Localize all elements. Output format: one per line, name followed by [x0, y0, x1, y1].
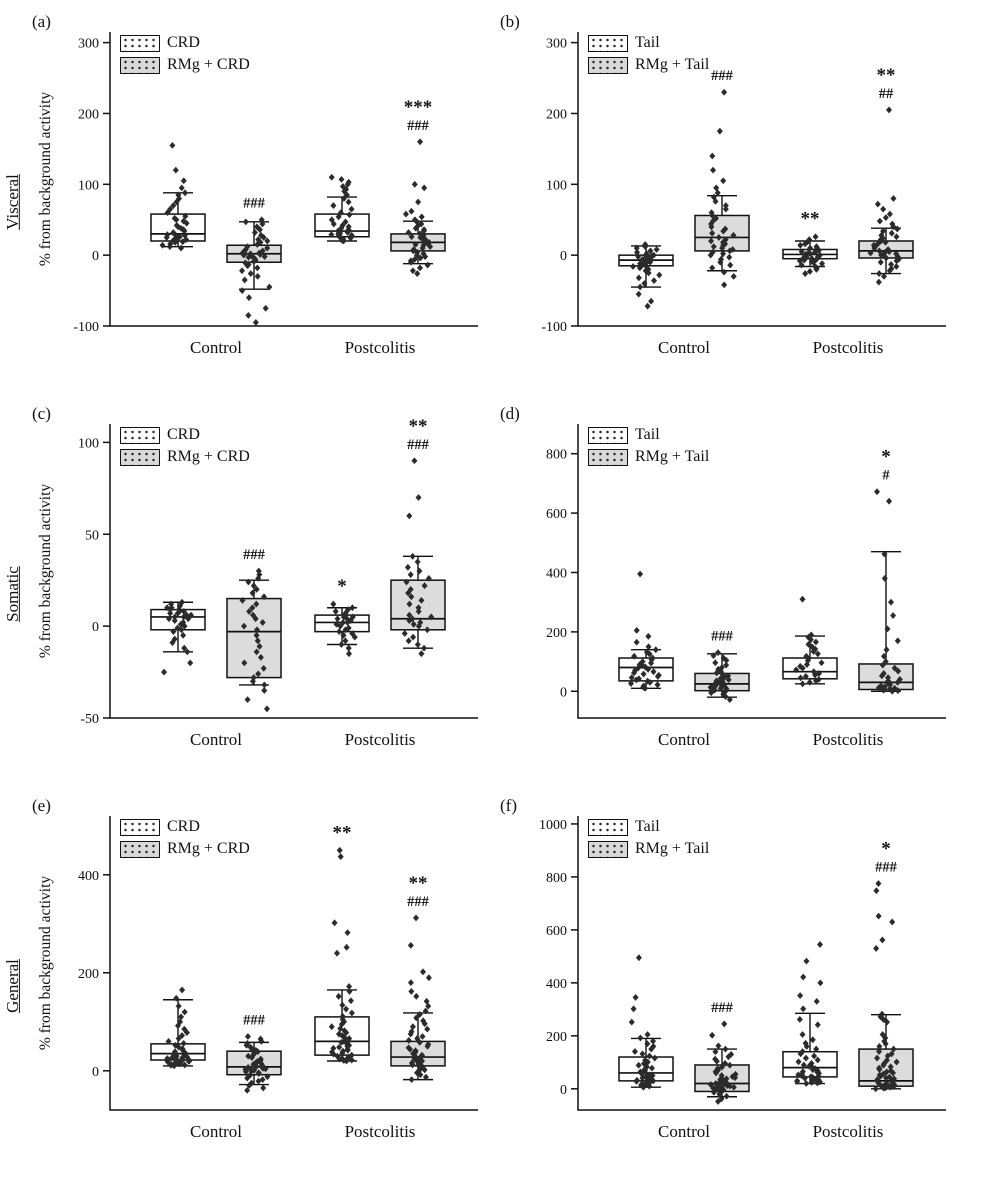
svg-text:Postcolitis: Postcolitis [813, 730, 884, 749]
svg-text:200: 200 [546, 1030, 567, 1045]
panel-a: (a) -100 0 100 200 300 Control Postcolitis % fr… [26, 6, 494, 398]
svg-text:600: 600 [546, 924, 567, 939]
svg-text:200: 200 [78, 967, 99, 982]
svg-text:**: ** [409, 873, 428, 894]
figure-row-somatic: Somatic (c) -50 0 50 100 Control Postcolitis%… [0, 398, 988, 790]
svg-text:-100: -100 [73, 320, 99, 335]
boxplot-chart-c: -50 0 50 100 Control Postcolitis % from backgr… [37, 416, 478, 749]
svg-text:**: ** [801, 209, 820, 230]
svg-text:0: 0 [92, 1065, 99, 1080]
svg-text:300: 300 [546, 37, 567, 52]
panel-b: (b) -100 0 100 200 300 Control Postcolitis ### *… [494, 6, 962, 398]
svg-text:1000: 1000 [539, 818, 567, 833]
svg-text:% from background activity: % from background activity [37, 484, 54, 659]
svg-text:100: 100 [78, 178, 99, 193]
panel-e: (e) 0 200 400 Control Postcolitis % from back… [26, 790, 494, 1182]
svg-text:800: 800 [546, 448, 567, 463]
svg-text:400: 400 [78, 869, 99, 884]
svg-text:###: ### [875, 860, 898, 876]
panel-letter-d: (d) [500, 404, 520, 423]
svg-text:Postcolitis: Postcolitis [813, 338, 884, 357]
svg-text:200: 200 [546, 107, 567, 122]
panel-letter-c: (c) [32, 404, 51, 423]
row-gutter: Somatic [0, 398, 26, 790]
panel-letter-e: (e) [32, 796, 51, 815]
svg-text:% from background activity: % from background activity [37, 876, 54, 1051]
svg-text:**: ** [333, 822, 352, 843]
panel-f: (f) 0 200 400 600 800 1000 Control Postcolitis #… [494, 790, 962, 1182]
panel-d: (d) 0 200 400 600 800 Control Postcolitis ### * #… [494, 398, 962, 790]
svg-text:-50: -50 [80, 712, 99, 727]
svg-text:*: * [337, 576, 347, 597]
svg-text:###: ### [407, 894, 430, 910]
svg-text:#: # [882, 468, 890, 484]
row-gutter: General [0, 790, 26, 1182]
svg-text:Control: Control [658, 1122, 710, 1141]
boxplot-chart-d: 0 200 400 600 800 Control Postcolitis ### *# [546, 424, 946, 749]
panel-letter-f: (f) [500, 796, 517, 815]
svg-text:Postcolitis: Postcolitis [345, 338, 416, 357]
svg-text:0: 0 [92, 620, 99, 635]
svg-text:###: ### [243, 196, 266, 212]
svg-text:0: 0 [560, 249, 567, 264]
svg-text:400: 400 [546, 566, 567, 581]
svg-text:**: ** [877, 65, 896, 86]
row-label-somatic: Somatic [3, 566, 22, 622]
svg-text:Postcolitis: Postcolitis [345, 730, 416, 749]
svg-text:200: 200 [546, 626, 567, 641]
row-gutter: Visceral [0, 6, 26, 398]
svg-text:###: ### [407, 437, 430, 453]
svg-text:Control: Control [190, 730, 242, 749]
svg-text:0: 0 [92, 249, 99, 264]
svg-text:100: 100 [546, 178, 567, 193]
panel-letter-a: (a) [32, 12, 51, 31]
panel-c: (c) -50 0 50 100 Control Postcolitis % from ba… [26, 398, 494, 790]
row-label-general: General [3, 959, 22, 1013]
figure-row-general: General (e) 0 200 400 Control Postcolitis % f… [0, 790, 988, 1182]
svg-text:Postcolitis: Postcolitis [345, 1122, 416, 1141]
svg-text:200: 200 [78, 107, 99, 122]
svg-text:400: 400 [546, 977, 567, 992]
svg-text:###: ### [243, 547, 266, 563]
svg-text:Control: Control [190, 338, 242, 357]
svg-text:###: ### [711, 629, 734, 645]
svg-text:Control: Control [658, 338, 710, 357]
svg-text:800: 800 [546, 871, 567, 886]
svg-text:Postcolitis: Postcolitis [813, 1122, 884, 1141]
svg-text:**: ** [409, 416, 428, 437]
svg-text:*: * [881, 447, 891, 468]
svg-text:###: ### [711, 1000, 734, 1016]
svg-text:0: 0 [560, 685, 567, 700]
row-label-visceral: Visceral [3, 174, 22, 230]
boxplot-chart-e: 0 200 400 Control Postcolitis % from backgrou… [37, 816, 478, 1141]
boxplot-chart-a: -100 0 100 200 300 Control Postcolitis % from b… [37, 32, 478, 357]
svg-text:***: *** [404, 97, 433, 118]
svg-text:##: ## [879, 86, 894, 102]
svg-text:100: 100 [78, 436, 99, 451]
svg-text:0: 0 [560, 1083, 567, 1098]
figure-row-visceral: Visceral (a) -100 0 100 200 300 Control Postco… [0, 6, 988, 398]
svg-text:50: 50 [85, 528, 99, 543]
svg-text:Control: Control [658, 730, 710, 749]
svg-text:-100: -100 [541, 320, 567, 335]
svg-text:Control: Control [190, 1122, 242, 1141]
panel-letter-b: (b) [500, 12, 520, 31]
svg-text:*: * [881, 839, 891, 860]
svg-text:###: ### [243, 1013, 266, 1029]
svg-text:600: 600 [546, 507, 567, 522]
svg-text:###: ### [711, 68, 734, 84]
svg-text:###: ### [407, 118, 430, 134]
svg-text:% from background activity: % from background activity [37, 92, 54, 267]
svg-text:300: 300 [78, 37, 99, 52]
